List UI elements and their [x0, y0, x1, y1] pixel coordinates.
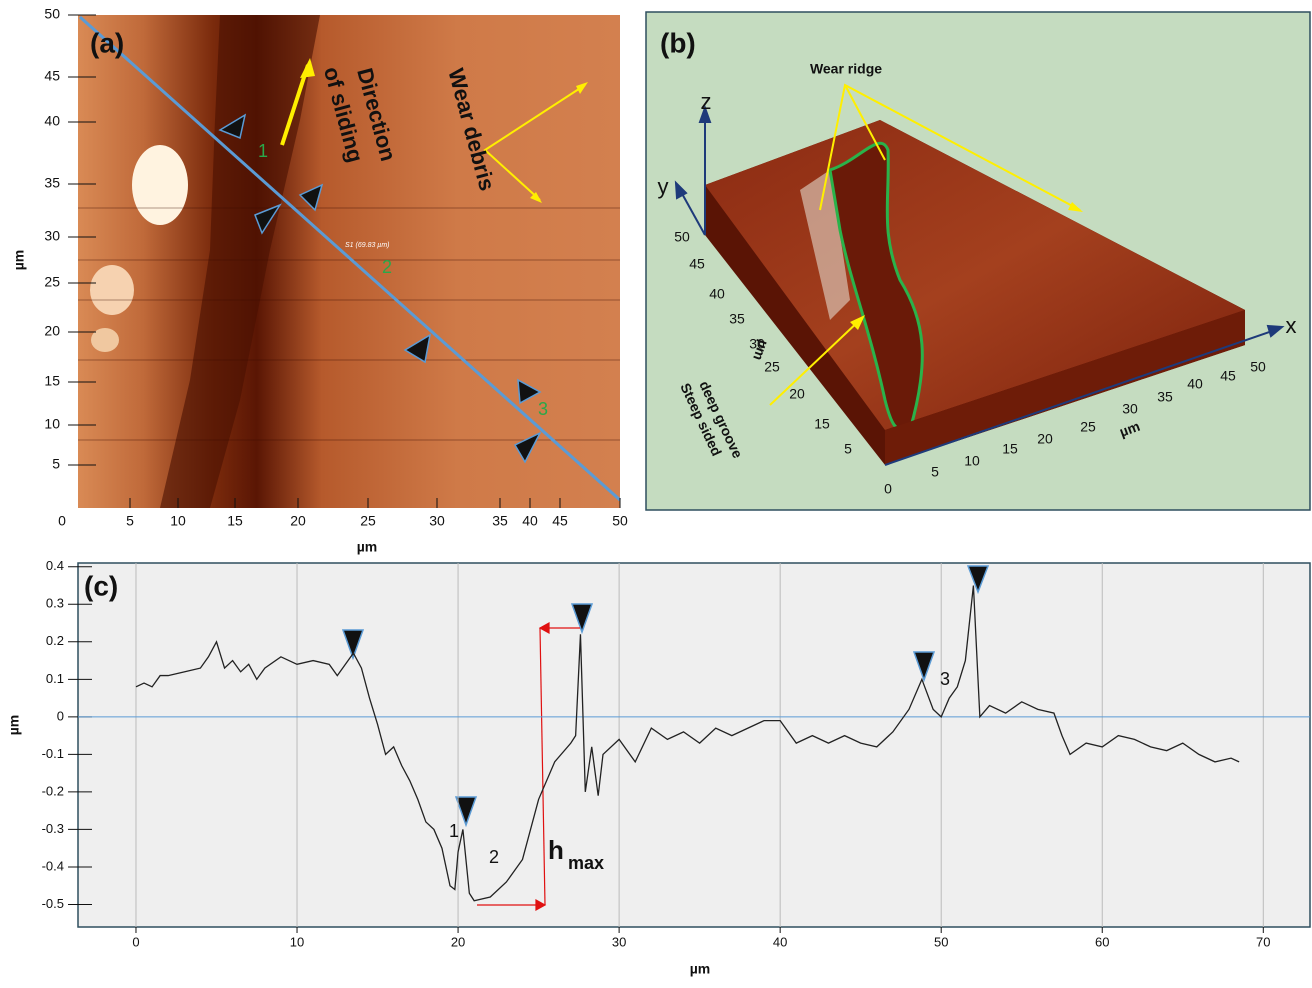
- panel-label: (a): [90, 27, 124, 58]
- x-tick-label: 45: [552, 513, 568, 529]
- annotation: 1: [449, 821, 459, 841]
- x-tick-label: 15: [1002, 441, 1018, 457]
- annotation: max: [568, 853, 604, 873]
- x-tick-label: 40: [522, 513, 538, 529]
- line-mark: 3: [538, 399, 548, 419]
- y-tick-label: 25: [44, 274, 60, 290]
- x-tick-label: 30: [1122, 401, 1138, 417]
- annotation: 3: [940, 669, 950, 689]
- y-tick-label: 50: [44, 6, 60, 22]
- x-tick-label: 25: [1080, 419, 1096, 435]
- line-mark: 1: [258, 141, 268, 161]
- panel-label: (b): [660, 27, 696, 58]
- annotation: Wear ridge: [810, 61, 882, 77]
- y-tick-label: 0.1: [46, 671, 64, 686]
- y-tick-label: 35: [729, 311, 745, 327]
- x-tick-label: 45: [1220, 368, 1236, 384]
- x-tick-label: 30: [429, 513, 445, 529]
- x-axis-label: µm: [357, 539, 378, 555]
- y-tick-label: 0.3: [46, 596, 64, 611]
- y-tick-label: 0: [884, 481, 892, 497]
- axis-name: z: [701, 89, 712, 114]
- figure: (a)0510152025303540455051015202530354045…: [0, 0, 1312, 983]
- x-tick-label: 50: [934, 934, 948, 949]
- axis-name: x: [1286, 313, 1297, 338]
- y-tick-label: 0.4: [46, 558, 64, 573]
- y-tick-label: 10: [44, 416, 60, 432]
- x-tick-label: 5: [931, 464, 939, 480]
- annotation: h: [548, 835, 564, 865]
- y-tick-label: 0.2: [46, 633, 64, 648]
- x-tick-label: 10: [290, 934, 304, 949]
- x-tick-label: 15: [227, 513, 243, 529]
- x-tick-label: 0: [132, 934, 139, 949]
- x-tick-label: 10: [170, 513, 186, 529]
- y-tick-label: -0.3: [42, 821, 64, 836]
- x-tick-label: 30: [612, 934, 626, 949]
- y-tick-label: 45: [44, 68, 60, 84]
- x-tick-label: 40: [773, 934, 787, 949]
- x-tick-label: 5: [126, 513, 134, 529]
- x-tick-label: 0: [58, 513, 66, 529]
- y-tick-label: -0.1: [42, 746, 64, 761]
- y-tick-label: 35: [44, 175, 60, 191]
- x-tick-label: 35: [1157, 389, 1173, 405]
- x-tick-label: 35: [492, 513, 508, 529]
- y-tick-label: 20: [789, 386, 805, 402]
- x-axis-label: µm: [690, 961, 711, 977]
- y-tick-label: 45: [689, 256, 705, 272]
- y-tick-label: 5: [52, 456, 60, 472]
- axis-name: y: [658, 174, 669, 199]
- plot-area: [78, 563, 1310, 927]
- x-tick-label: 20: [290, 513, 306, 529]
- y-tick-label: 5: [844, 441, 852, 457]
- y-tick-label: 15: [44, 373, 60, 389]
- y-tick-label: -0.5: [42, 896, 64, 911]
- x-tick-label: 40: [1187, 376, 1203, 392]
- x-tick-label: 20: [1037, 431, 1053, 447]
- y-axis-label: µm: [11, 250, 27, 271]
- line-mark: 2: [382, 257, 392, 277]
- x-tick-label: 50: [612, 513, 628, 529]
- line-name: S1 (69.83 µm): [345, 242, 390, 249]
- y-tick-label: -0.2: [42, 783, 64, 798]
- y-tick-label: 20: [44, 323, 60, 339]
- y-tick-label: 30: [44, 228, 60, 244]
- x-tick-label: 60: [1095, 934, 1109, 949]
- y-tick-label: 50: [674, 229, 690, 245]
- y-tick-label: 40: [44, 113, 60, 129]
- y-tick-label: -0.4: [42, 858, 64, 873]
- annotation: 2: [489, 847, 499, 867]
- x-tick-label: 50: [1250, 359, 1266, 375]
- y-tick-label: 15: [814, 416, 830, 432]
- x-tick-label: 20: [451, 934, 465, 949]
- x-tick-label: 25: [360, 513, 376, 529]
- x-tick-label: 10: [964, 453, 980, 469]
- y-tick-label: 40: [709, 286, 725, 302]
- panel-label: (c): [84, 570, 118, 601]
- y-tick-label: 0: [57, 708, 64, 723]
- x-tick-label: 70: [1256, 934, 1270, 949]
- y-axis-label: µm: [6, 715, 22, 736]
